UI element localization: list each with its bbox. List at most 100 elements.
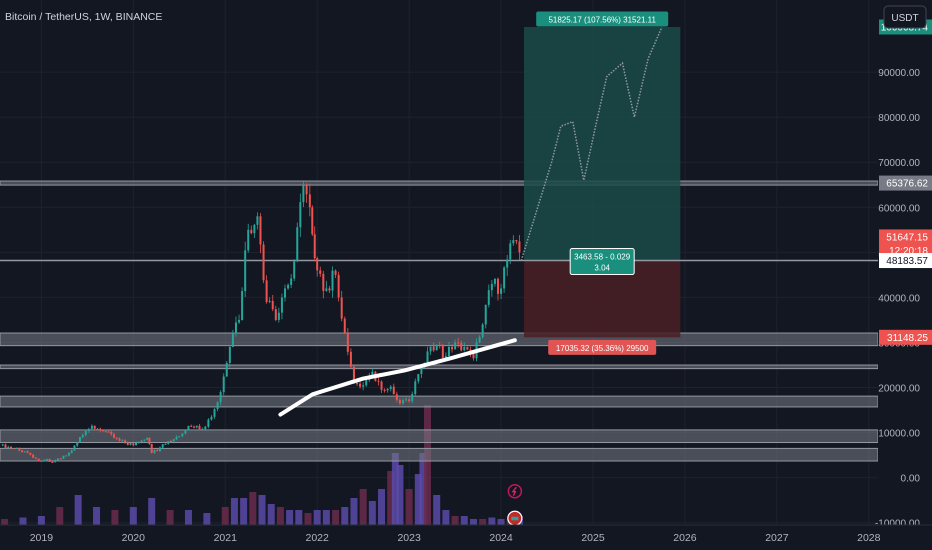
price-projection[interactable]	[520, 26, 663, 261]
target-zone[interactable]	[524, 26, 681, 261]
candle-body	[161, 444, 164, 448]
price-axis-tick-label: 80000.00	[878, 113, 920, 124]
volume-bar	[74, 495, 82, 525]
candle-body	[54, 460, 57, 463]
flash-bolt-icon	[511, 486, 517, 496]
time-axis-tick-label: 2028	[857, 532, 881, 544]
target-label	[536, 11, 669, 27]
candle-body	[231, 333, 234, 347]
candle-body	[398, 399, 401, 404]
candle-body	[10, 446, 13, 449]
candle-body	[156, 450, 159, 452]
ratio-label-text: 3463.58 - 0.029	[574, 253, 631, 262]
time-axis-tick-label: 2021	[214, 532, 238, 544]
candle-body	[228, 346, 231, 363]
candle-body	[210, 416, 213, 420]
volume-bar	[166, 510, 174, 525]
volume-bar	[295, 510, 303, 525]
price-axis-tick-label: 70000.00	[878, 158, 920, 169]
sr-zone[interactable]	[0, 332, 879, 347]
candle-body	[308, 194, 311, 208]
time-axis[interactable]: 2019 2020 2021 2022 2023 2024 2025 2026 2027 2028	[30, 532, 881, 544]
volume-bar	[313, 510, 321, 525]
candle-body	[158, 447, 161, 451]
candle-body	[253, 224, 256, 234]
currency-button-label: USDT	[891, 13, 918, 24]
target-label-text: 51825.17 (107.56%) 31521.11	[548, 15, 656, 24]
candle-body	[32, 454, 35, 458]
sr-zone[interactable]	[0, 180, 879, 186]
candle-body	[181, 433, 184, 437]
candle-body	[143, 439, 146, 441]
candle-body	[172, 439, 175, 442]
candle-body	[87, 428, 90, 432]
volume-bar	[414, 474, 422, 525]
trend-line-stroke[interactable]	[278, 338, 517, 417]
projection-path[interactable]	[520, 26, 663, 261]
time-axis-tick-label: 2027	[765, 532, 789, 544]
candle-body	[126, 442, 129, 445]
candle-body	[76, 442, 79, 446]
candle-body	[506, 259, 509, 268]
candle-body	[432, 346, 435, 351]
candle-body	[284, 288, 287, 298]
candle-body	[331, 270, 334, 291]
price-label-entry-text: 48183.57	[886, 256, 928, 267]
candle-body	[313, 234, 316, 259]
candle-body	[115, 437, 118, 439]
candle-body	[241, 291, 244, 320]
candle-body	[293, 261, 296, 279]
candle-body	[238, 319, 241, 323]
candle-body	[7, 446, 10, 449]
candle-body	[478, 337, 481, 343]
candle-body	[389, 386, 392, 389]
price-label-countdown-text: 12:20:18	[889, 246, 928, 257]
volume-bar	[37, 516, 45, 525]
volume-bar	[286, 510, 294, 525]
candle-body	[359, 383, 362, 387]
candle-body	[90, 425, 93, 429]
long-position-tool[interactable]: 51825.17 (107.56%) 31521.11 17035.32 (35.…	[0, 11, 878, 355]
candle-body	[392, 386, 395, 395]
trend-line[interactable]	[278, 338, 517, 417]
candle-body	[34, 457, 37, 459]
currency-button[interactable]: USDT	[883, 5, 927, 29]
candle-body	[429, 346, 432, 352]
stop-label-text: 17035.32 (35.36%) 29500	[556, 344, 649, 353]
sr-zone[interactable]	[0, 395, 879, 408]
candle-body	[148, 438, 151, 444]
candle-body	[414, 381, 417, 395]
volume-bar	[419, 453, 427, 525]
candle-body	[265, 280, 268, 302]
sr-zone[interactable]	[0, 447, 879, 462]
candle-body	[23, 451, 26, 453]
candle-body	[184, 429, 187, 434]
sr-zone[interactable]	[0, 364, 879, 370]
candle-body	[447, 347, 450, 357]
price-axis-tick-label: 10000.00	[878, 429, 920, 440]
volume-bar	[93, 507, 101, 525]
candle-body	[500, 288, 503, 294]
candle-body	[51, 461, 54, 463]
candle-body	[195, 425, 198, 428]
candle-body	[296, 227, 299, 262]
candle-body	[352, 366, 355, 384]
chart-title: Bitcoin / TetherUS, 1W, BINANCE	[5, 11, 162, 23]
sr-zone[interactable]	[0, 429, 879, 444]
candle-body	[362, 385, 365, 387]
candle-body	[380, 381, 383, 390]
candle-body	[512, 240, 515, 244]
candle-body	[84, 431, 87, 435]
ratio-label-text: 3.04	[594, 264, 610, 273]
price-axis-tick-label: 0.00	[901, 474, 921, 485]
time-axis-tick-label: 2019	[30, 532, 54, 544]
candle-body	[150, 443, 153, 453]
candle-body	[259, 216, 262, 245]
candle-body	[334, 270, 337, 275]
volume-bar	[488, 517, 496, 525]
time-axis-panel[interactable]	[0, 525, 932, 550]
volume-bar	[391, 453, 399, 525]
candle-body	[213, 409, 216, 417]
candle-body	[118, 438, 121, 441]
